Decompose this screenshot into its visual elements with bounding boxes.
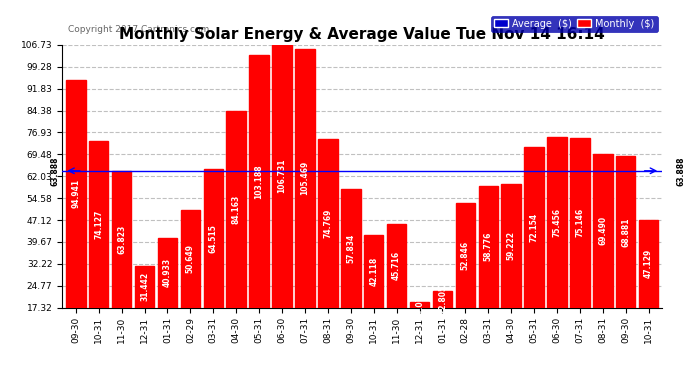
Bar [387, 224, 406, 308]
Text: 94.941: 94.941 [71, 179, 80, 208]
Bar [479, 186, 498, 308]
Text: 63.888: 63.888 [51, 156, 60, 186]
Bar [295, 49, 315, 308]
Title: Monthly Solar Energy & Average Value Tue Nov 14 16:14: Monthly Solar Energy & Average Value Tue… [119, 27, 605, 42]
Bar [639, 220, 658, 308]
Text: 69.490: 69.490 [598, 216, 607, 246]
Text: 22.805: 22.805 [438, 285, 447, 314]
Text: 103.188: 103.188 [255, 164, 264, 199]
Bar [502, 184, 521, 308]
Bar [616, 156, 635, 308]
Text: 59.222: 59.222 [506, 231, 515, 261]
Bar [455, 203, 475, 308]
Bar [433, 291, 452, 308]
Text: 106.731: 106.731 [277, 159, 286, 194]
Text: 63.823: 63.823 [117, 225, 126, 254]
Bar [410, 302, 429, 307]
Bar [249, 56, 269, 308]
Text: 19.075: 19.075 [415, 290, 424, 320]
Text: 84.163: 84.163 [232, 195, 241, 224]
Text: 63.888: 63.888 [676, 156, 685, 186]
Bar [547, 137, 566, 308]
Text: 40.933: 40.933 [163, 258, 172, 287]
Legend: Average  ($), Monthly  ($): Average ($), Monthly ($) [491, 16, 658, 32]
Bar [364, 235, 384, 308]
Text: 75.456: 75.456 [553, 208, 562, 237]
Text: 57.834: 57.834 [346, 233, 355, 262]
Bar [226, 111, 246, 308]
Text: 45.716: 45.716 [392, 251, 401, 280]
Text: Copyright 2017 Cartronics.com: Copyright 2017 Cartronics.com [68, 26, 209, 34]
Text: 64.515: 64.515 [209, 224, 218, 253]
Text: 68.881: 68.881 [621, 217, 630, 246]
Text: 47.129: 47.129 [644, 249, 653, 278]
Bar [204, 169, 223, 308]
Text: 52.846: 52.846 [461, 241, 470, 270]
Text: 50.649: 50.649 [186, 244, 195, 273]
Text: 42.118: 42.118 [369, 256, 378, 286]
Text: 105.469: 105.469 [300, 161, 310, 195]
Bar [135, 266, 155, 308]
Text: 58.776: 58.776 [484, 232, 493, 261]
Bar [524, 147, 544, 308]
Bar [66, 80, 86, 308]
Bar [89, 141, 108, 308]
Text: 72.154: 72.154 [530, 213, 539, 242]
Text: 74.127: 74.127 [95, 209, 103, 239]
Text: 31.442: 31.442 [140, 272, 149, 302]
Bar [158, 238, 177, 308]
Text: 75.146: 75.146 [575, 208, 584, 237]
Bar [181, 210, 200, 308]
Bar [318, 139, 337, 308]
Bar [341, 189, 361, 308]
Text: 74.769: 74.769 [324, 209, 333, 238]
Bar [570, 138, 590, 308]
Bar [593, 154, 613, 308]
Bar [112, 171, 131, 308]
Bar [273, 45, 292, 308]
